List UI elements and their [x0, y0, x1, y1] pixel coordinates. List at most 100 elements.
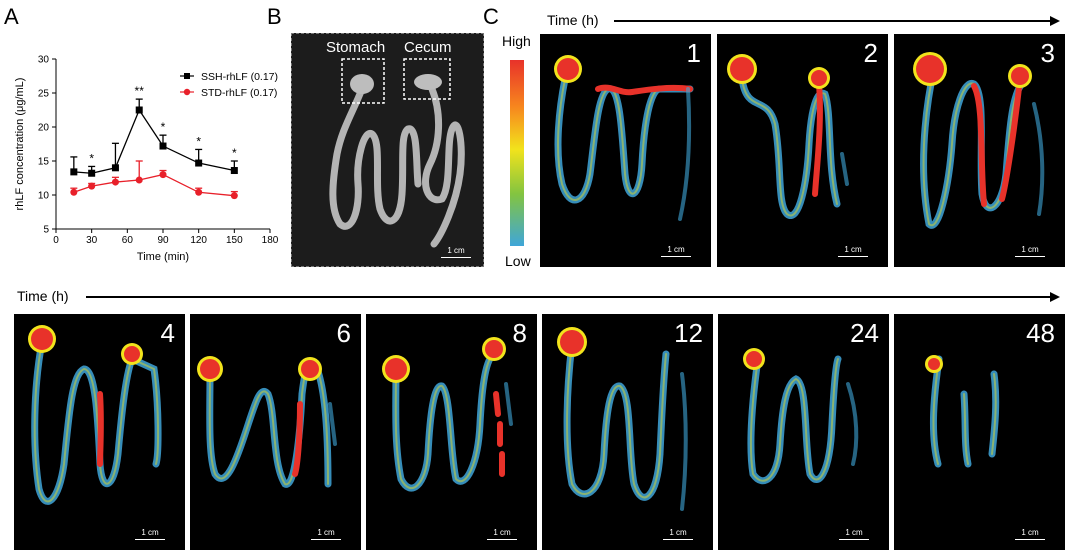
colorbar-low-label: Low	[505, 253, 531, 269]
significance-star: *	[89, 151, 94, 165]
hotspot	[928, 358, 940, 370]
hotspot	[730, 57, 754, 81]
y-axis-label: rhLF concentration (μg/mL)	[14, 78, 26, 211]
tile-time: 48	[1026, 318, 1055, 348]
tile-time: 24	[850, 318, 879, 348]
imaging-tile-2h: 2 1 cm	[717, 34, 888, 267]
data-point	[195, 188, 203, 196]
gut-trace-tail	[680, 372, 688, 511]
gut-fluorescence-image	[913, 52, 1045, 229]
cecum-box	[403, 58, 451, 100]
data-point	[135, 176, 143, 184]
data-point	[230, 192, 238, 200]
legend: SSH-rhLF (0.17) STD-rhLF (0.17)	[180, 71, 278, 99]
gut-trace-tail	[678, 87, 692, 221]
data-point	[135, 106, 143, 114]
data-point	[88, 169, 96, 177]
hotspot	[916, 55, 944, 83]
data-point	[159, 142, 167, 150]
legend-marker-circle	[183, 88, 191, 96]
hotspot	[485, 340, 503, 358]
legend-label-std: STD-rhLF (0.17)	[201, 87, 277, 99]
data-point	[88, 182, 96, 190]
legend-entry-std: STD-rhLF (0.17)	[180, 87, 277, 99]
gut-trace-core	[566, 343, 667, 499]
hotspot	[31, 328, 53, 350]
data-point	[159, 171, 167, 179]
imaging-tile-6h: 6 1 cm	[190, 314, 361, 550]
gut-trace-tail	[846, 382, 859, 466]
y-tick-label: 20	[38, 123, 50, 134]
time-arrow-label-bottom: Time (h)	[17, 288, 69, 304]
y-tick-label: 25	[38, 89, 50, 100]
significance-marks: ******	[89, 84, 237, 165]
high-signal-segment	[971, 76, 1023, 207]
gut-fluorescence-image	[382, 337, 513, 492]
imaging-tile-48h: 48 1 cm	[894, 314, 1065, 550]
tile-scale-bar: 1 cm	[661, 245, 691, 257]
photo-scale-bar: 1 cm	[441, 246, 471, 258]
gut-trace-tail	[1032, 102, 1045, 216]
dissected-gut-photo: Stomach Cecum 1 cm	[291, 33, 484, 267]
gut-fluorescence-image	[197, 356, 337, 488]
tile-time: 6	[336, 318, 351, 348]
series-line-0	[73, 108, 235, 174]
tile-time: 1	[686, 38, 701, 68]
imaging-tile-24h: 24 1 cm	[718, 314, 889, 550]
gut-trace-core	[741, 78, 838, 217]
x-tick-label: 180	[262, 235, 279, 246]
y-tick-label: 10	[38, 191, 50, 202]
imaging-tile-12h: 12 1 cm	[542, 314, 713, 550]
x-tick-label: 90	[157, 235, 169, 246]
hotspot	[811, 70, 827, 86]
tile-scale-bar: 1 cm	[838, 245, 868, 257]
high-signal-segment	[812, 81, 823, 197]
stomach-label: Stomach	[326, 39, 386, 56]
imaging-tile-8h: 8 1 cm	[366, 314, 537, 550]
significance-star: *	[161, 120, 166, 134]
tile-time: 8	[512, 318, 527, 348]
tile-time: 2	[863, 38, 878, 68]
legend-marker-square	[184, 73, 190, 79]
axis-ticks: 0 30 60 90 120 150 180 5 10 15 20 25 30	[38, 55, 279, 247]
hotspot	[200, 359, 220, 379]
colorbar-high-label: High	[502, 33, 531, 49]
time-arrow-label-top: Time (h)	[547, 12, 599, 28]
data-point	[70, 168, 78, 176]
time-arrow-top	[614, 20, 1050, 22]
time-arrow-head-top	[1050, 16, 1060, 26]
y-tick-label: 5	[43, 225, 49, 236]
series-lines	[73, 108, 235, 197]
panel-a-letter: A	[4, 4, 19, 29]
hotspot	[301, 360, 319, 378]
y-tick-label: 15	[38, 157, 50, 168]
x-tick-label: 150	[226, 235, 243, 246]
tile-time: 12	[674, 318, 703, 348]
stomach-box	[341, 58, 385, 104]
imaging-tile-1h: 1 1 cm	[540, 34, 711, 267]
stomach-shape	[350, 74, 374, 94]
time-arrow-head-bottom	[1050, 292, 1060, 302]
hotspot	[560, 330, 584, 354]
hotspot	[557, 58, 579, 80]
time-arrow-bottom	[86, 296, 1050, 298]
gut-trace-tail	[840, 152, 849, 186]
tile-time: 4	[160, 318, 175, 348]
gut-fluorescence-image	[743, 348, 859, 485]
gut-trace-core	[749, 358, 839, 482]
series-points	[70, 106, 238, 200]
data-point	[230, 167, 238, 175]
series-line-1	[73, 173, 235, 197]
tile-time: 3	[1040, 38, 1055, 68]
tile-scale-bar: 1 cm	[839, 528, 869, 540]
high-signal-segment	[493, 391, 505, 477]
gut-fluorescence-image	[727, 54, 849, 220]
x-tick-label: 60	[122, 235, 134, 246]
data-point	[111, 164, 119, 172]
gut-fluorescence-image	[554, 55, 694, 221]
gut-fluorescence-image	[925, 355, 1000, 468]
data-point	[111, 178, 119, 186]
hotspot	[124, 346, 140, 362]
gut-fluorescence-image	[557, 327, 688, 511]
gut-trace	[738, 75, 841, 220]
